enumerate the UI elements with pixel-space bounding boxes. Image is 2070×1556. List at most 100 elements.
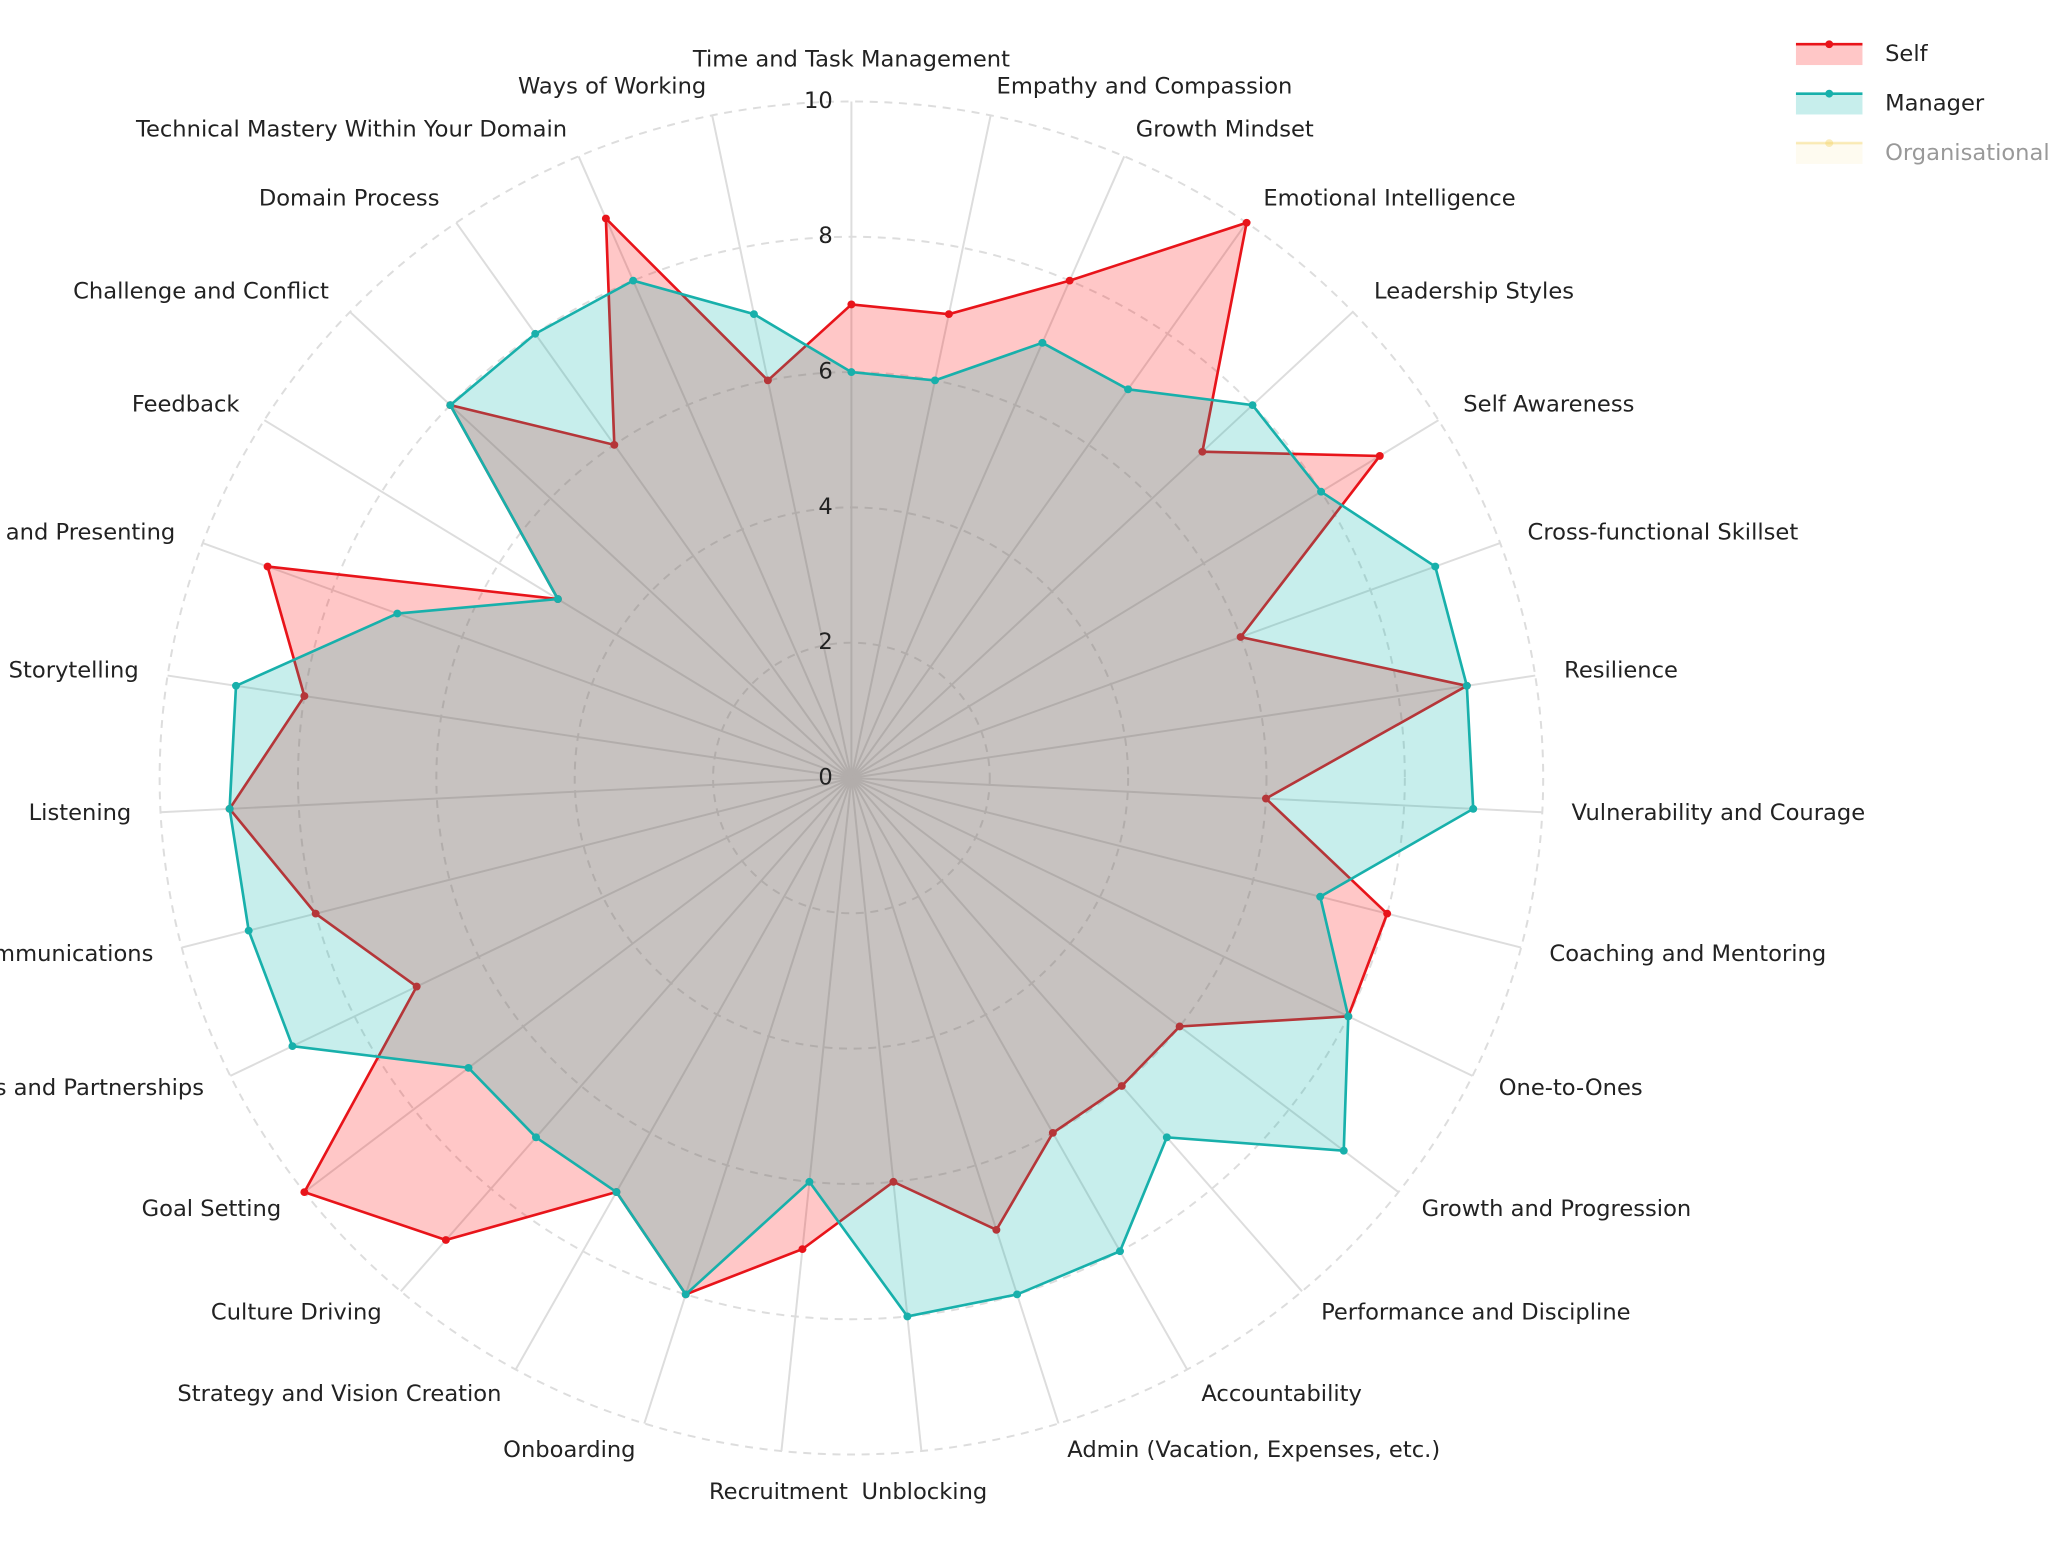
category-label: Accountability (1201, 1381, 1362, 1407)
category-label: One-to-Ones (1499, 1075, 1643, 1101)
data-point (1462, 681, 1471, 690)
category-label: Culture Driving (211, 1300, 382, 1326)
r-tick-label: 6 (818, 359, 832, 385)
spoke (167, 674, 852, 779)
data-point (311, 909, 320, 918)
spoke (850, 777, 1400, 1193)
spoke (514, 777, 853, 1370)
r-tick-label: 10 (804, 88, 833, 114)
data-point (1236, 633, 1245, 641)
spoke (850, 777, 1189, 1370)
data-point (889, 1177, 898, 1186)
data-point (1339, 1146, 1348, 1155)
category-label: Recruitment (709, 1479, 848, 1505)
r-tick-label: 0 (818, 765, 832, 791)
spoke (850, 419, 1440, 779)
spoke (349, 311, 853, 779)
data-point (1124, 385, 1133, 394)
category-label: Coaching and Mentoring (1549, 941, 1826, 967)
spoke (850, 777, 923, 1452)
r-tick-label: 2 (818, 629, 832, 655)
category-label: Onboarding (503, 1437, 635, 1463)
spoke (229, 777, 852, 1077)
data-point (1317, 487, 1326, 496)
data-point (681, 1290, 690, 1299)
data-point (553, 595, 562, 603)
data-point (441, 1236, 450, 1244)
spoke (160, 777, 852, 814)
category-label: Time and Task Management (692, 46, 1010, 72)
category-label: Cross-functional Skillset (1528, 520, 1799, 546)
data-point (1375, 452, 1384, 460)
spoke (850, 222, 1248, 779)
data-point (300, 1188, 309, 1197)
data-point (903, 1312, 912, 1321)
data-point (1344, 1012, 1353, 1021)
spoke (851, 674, 1536, 779)
spoke (850, 155, 1126, 779)
legend-label: Self (1885, 41, 1929, 67)
category-label: Growth Mindset (1136, 117, 1314, 143)
data-point (847, 368, 856, 376)
legend-marker (1825, 40, 1834, 49)
grid-circle (158, 100, 1545, 1456)
data-point (930, 376, 939, 385)
legend-patch (1795, 93, 1863, 115)
data-point (1261, 794, 1270, 803)
series-area (227, 215, 1471, 1296)
category-label: Public Speaking and Presenting (0, 520, 175, 546)
data-point (1048, 1129, 1057, 1137)
data-point (300, 692, 309, 700)
category-label: Empathy and Compassion (997, 74, 1293, 100)
data-point (1242, 218, 1251, 227)
data-point (1469, 804, 1478, 813)
spoke (400, 777, 853, 1292)
data-point (763, 376, 772, 385)
category-label: Goal Setting (142, 1196, 282, 1222)
data-point (805, 1177, 814, 1186)
spoke (202, 542, 852, 779)
spoke (850, 115, 992, 779)
data-point (412, 982, 421, 991)
category-label: Unblocking (861, 1479, 987, 1505)
category-label: Listening (29, 800, 132, 826)
category-label: Resilience (1564, 658, 1678, 684)
data-point (1383, 909, 1392, 918)
data-point (244, 926, 253, 935)
spoke (851, 777, 1522, 949)
data-point (1013, 1290, 1022, 1299)
r-tick-label: 8 (818, 223, 832, 249)
spoke (780, 777, 853, 1452)
grid-circle (435, 371, 1268, 1185)
spoke (577, 155, 853, 779)
data-point (1316, 892, 1325, 901)
category-label: Challenge and Conflict (73, 279, 329, 305)
category-label: Performance and Discipline (1321, 1300, 1631, 1326)
spoke (850, 311, 1354, 779)
series-area (228, 279, 1475, 1318)
category-label: Emotional Intelligence (1263, 186, 1515, 212)
spoke (303, 777, 853, 1193)
spoke (850, 777, 1303, 1292)
data-point (263, 562, 272, 571)
data-point (629, 276, 638, 285)
spoke (851, 777, 1543, 814)
spoke (850, 777, 1473, 1077)
r-tick-label: 4 (818, 494, 832, 520)
spoke (850, 777, 1060, 1424)
category-label: Domain Process (259, 186, 440, 212)
data-point (446, 401, 455, 410)
spoke (181, 777, 852, 949)
legend-marker (1825, 89, 1834, 98)
data-point (1162, 1133, 1171, 1142)
data-point (610, 440, 619, 449)
category-label: Storytelling (9, 658, 139, 684)
legend-patch (1795, 143, 1863, 164)
category-label: Strategy and Vision Creation (177, 1381, 501, 1407)
data-point (1117, 1082, 1126, 1090)
data-point (1175, 1022, 1184, 1031)
data-point (225, 804, 234, 813)
data-point (288, 1042, 297, 1051)
legend-patch (1795, 44, 1863, 66)
data-point (798, 1245, 807, 1254)
